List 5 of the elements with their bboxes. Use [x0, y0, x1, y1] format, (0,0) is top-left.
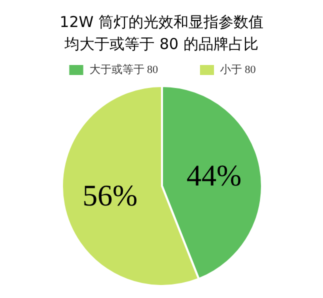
legend-label: 小于 80: [220, 63, 256, 76]
legend-label: 大于或等于 80: [89, 63, 158, 76]
data-label: 44%: [186, 160, 242, 193]
chart-title: 12W 筒灯的光效和显指参数值均大于或等于 80 的品牌占比: [60, 13, 264, 53]
data-label: 56%: [82, 179, 138, 212]
